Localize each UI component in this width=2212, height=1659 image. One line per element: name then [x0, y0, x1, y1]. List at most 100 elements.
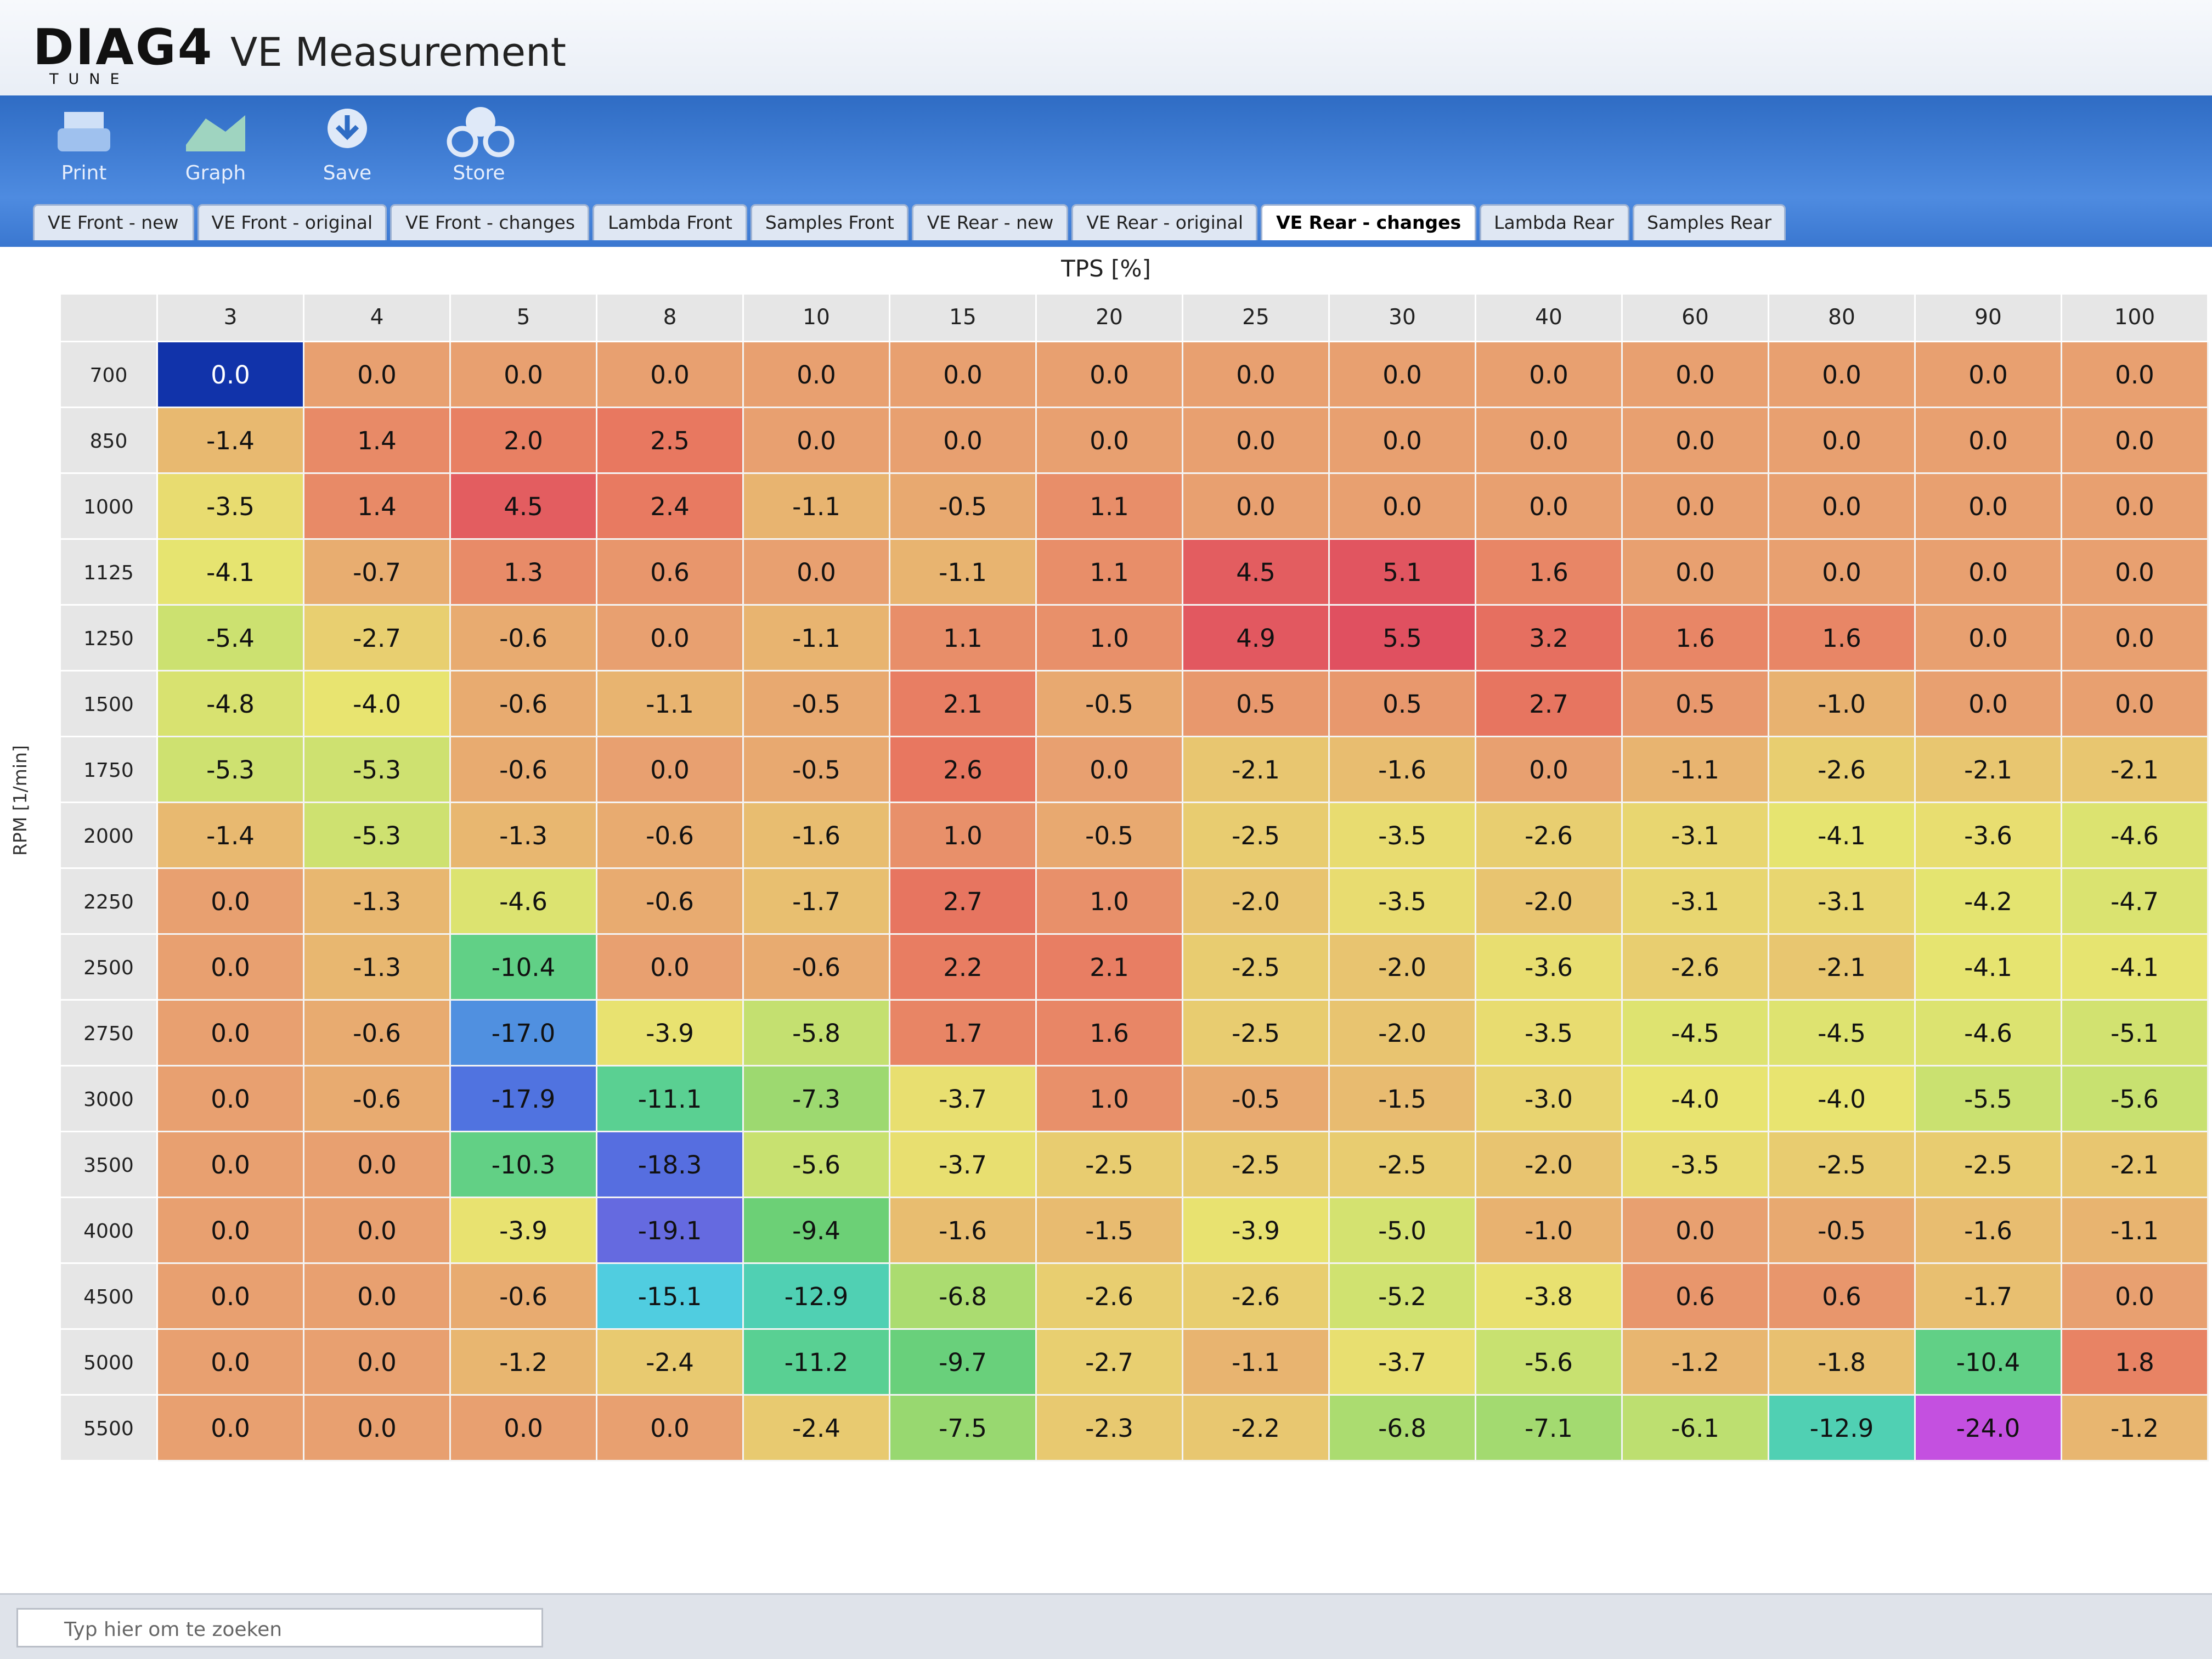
cell[interactable]: 1.6 — [1621, 604, 1769, 672]
cell[interactable]: 0.0 — [1914, 472, 2062, 540]
cell[interactable]: -3.6 — [1914, 802, 2062, 869]
cell[interactable]: 0.0 — [1475, 736, 1623, 803]
cell[interactable]: -4.8 — [156, 670, 304, 737]
cell[interactable]: -2.2 — [1182, 1394, 1330, 1462]
cell[interactable]: -2.1 — [2061, 1131, 2209, 1198]
cell[interactable]: 0.0 — [1182, 341, 1330, 408]
cell[interactable]: -4.6 — [449, 867, 597, 935]
cell[interactable]: 0.0 — [303, 1394, 451, 1462]
cell[interactable]: 0.0 — [596, 933, 744, 1001]
cell[interactable]: -0.6 — [596, 867, 744, 935]
cell[interactable]: 0.0 — [2061, 341, 2209, 408]
cell[interactable]: -1.1 — [596, 670, 744, 737]
cell[interactable]: -2.5 — [1768, 1131, 1916, 1198]
cell[interactable]: 2.4 — [596, 472, 744, 540]
cell[interactable]: -1.1 — [742, 604, 890, 672]
cell[interactable]: -2.6 — [1035, 1262, 1183, 1330]
cell[interactable]: 0.6 — [1768, 1262, 1916, 1330]
tool-button[interactable]: Store — [428, 102, 530, 184]
cell[interactable]: -4.1 — [1914, 933, 2062, 1001]
cell[interactable]: -1.5 — [1328, 1065, 1476, 1132]
cell[interactable]: -5.6 — [2061, 1065, 2209, 1132]
cell[interactable]: 0.0 — [596, 604, 744, 672]
cell[interactable]: 0.0 — [1475, 407, 1623, 474]
cell[interactable]: 1.1 — [889, 604, 1037, 672]
cell[interactable]: 1.0 — [1035, 604, 1183, 672]
tab[interactable]: VE Rear - new — [912, 204, 1069, 240]
cell[interactable]: -0.7 — [303, 538, 451, 606]
cell[interactable]: -6.8 — [889, 1262, 1037, 1330]
cell[interactable]: 0.0 — [742, 407, 890, 474]
tab[interactable]: VE Front - changes — [391, 204, 590, 240]
cell[interactable]: -3.7 — [889, 1131, 1037, 1198]
cell[interactable]: 0.0 — [1035, 736, 1183, 803]
cell[interactable]: -5.0 — [1328, 1197, 1476, 1264]
cell[interactable]: 1.4 — [303, 472, 451, 540]
cell[interactable]: 0.0 — [1035, 341, 1183, 408]
cell[interactable]: -5.8 — [742, 999, 890, 1066]
tab[interactable]: VE Front - original — [196, 204, 388, 240]
tab[interactable]: Samples Front — [750, 204, 909, 240]
cell[interactable]: -10.3 — [449, 1131, 597, 1198]
cell[interactable]: -4.5 — [1768, 999, 1916, 1066]
cell[interactable]: -1.7 — [1914, 1262, 2062, 1330]
cell[interactable]: 4.9 — [1182, 604, 1330, 672]
tab[interactable]: Samples Rear — [1632, 204, 1787, 240]
cell[interactable]: -4.0 — [1621, 1065, 1769, 1132]
cell[interactable]: -12.9 — [1768, 1394, 1916, 1462]
cell[interactable]: -3.8 — [1475, 1262, 1623, 1330]
cell[interactable]: -19.1 — [596, 1197, 744, 1264]
cell[interactable]: -2.4 — [596, 1328, 744, 1396]
cell[interactable]: -1.3 — [303, 867, 451, 935]
cell[interactable]: -9.4 — [742, 1197, 890, 1264]
cell[interactable]: -2.4 — [742, 1394, 890, 1462]
cell[interactable]: -9.7 — [889, 1328, 1037, 1396]
cell[interactable]: -3.1 — [1621, 867, 1769, 935]
cell[interactable]: 0.6 — [596, 538, 744, 606]
cell[interactable]: 0.0 — [889, 407, 1037, 474]
cell[interactable]: -5.3 — [303, 736, 451, 803]
cell[interactable]: -4.0 — [1768, 1065, 1916, 1132]
tab[interactable]: VE Rear - changes — [1261, 204, 1476, 240]
cell[interactable]: 0.0 — [156, 341, 304, 408]
cell[interactable]: -11.2 — [742, 1328, 890, 1396]
tool-button[interactable]: Save — [296, 102, 398, 184]
cell[interactable]: -4.0 — [303, 670, 451, 737]
tool-button[interactable]: Print — [33, 102, 135, 184]
cell[interactable]: -0.5 — [1035, 802, 1183, 869]
cell[interactable]: -10.4 — [449, 933, 597, 1001]
cell[interactable]: 0.0 — [1475, 341, 1623, 408]
cell[interactable]: -5.2 — [1328, 1262, 1476, 1330]
cell[interactable]: -3.9 — [1182, 1197, 1330, 1264]
cell[interactable]: -3.1 — [1768, 867, 1916, 935]
cell[interactable]: -2.5 — [1182, 1131, 1330, 1198]
cell[interactable]: -2.3 — [1035, 1394, 1183, 1462]
cell[interactable]: 0.0 — [156, 1328, 304, 1396]
cell[interactable]: -0.5 — [742, 736, 890, 803]
cell[interactable]: -1.6 — [1914, 1197, 2062, 1264]
cell[interactable]: -3.7 — [1328, 1328, 1476, 1396]
cell[interactable]: -5.5 — [1914, 1065, 2062, 1132]
cell[interactable]: -7.5 — [889, 1394, 1037, 1462]
cell[interactable]: 1.6 — [1768, 604, 1916, 672]
cell[interactable]: 0.5 — [1621, 670, 1769, 737]
cell[interactable]: 0.0 — [303, 1262, 451, 1330]
cell[interactable]: -18.3 — [596, 1131, 744, 1198]
cell[interactable]: 0.0 — [1621, 538, 1769, 606]
cell[interactable]: 0.0 — [1328, 341, 1476, 408]
cell[interactable]: 0.0 — [1768, 341, 1916, 408]
cell[interactable]: -2.7 — [303, 604, 451, 672]
cell[interactable]: 2.6 — [889, 736, 1037, 803]
cell[interactable]: -5.1 — [2061, 999, 2209, 1066]
cell[interactable]: 0.0 — [1621, 341, 1769, 408]
cell[interactable]: -3.9 — [596, 999, 744, 1066]
cell[interactable]: -4.2 — [1914, 867, 2062, 935]
cell[interactable]: -4.7 — [2061, 867, 2209, 935]
cell[interactable]: 0.0 — [1182, 407, 1330, 474]
cell[interactable]: 0.0 — [596, 341, 744, 408]
cell[interactable]: -2.1 — [1914, 736, 2062, 803]
cell[interactable]: 0.0 — [2061, 1262, 2209, 1330]
cell[interactable]: 0.5 — [1328, 670, 1476, 737]
cell[interactable]: -2.5 — [1328, 1131, 1476, 1198]
cell[interactable]: 1.0 — [1035, 1065, 1183, 1132]
